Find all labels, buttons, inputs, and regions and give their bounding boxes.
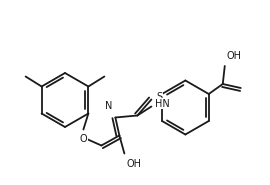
Text: O: O [80, 134, 87, 144]
Text: OH: OH [227, 51, 242, 61]
Text: S: S [156, 92, 163, 102]
Text: N: N [105, 100, 112, 110]
Text: OH: OH [126, 159, 141, 169]
Text: HN: HN [155, 98, 170, 108]
